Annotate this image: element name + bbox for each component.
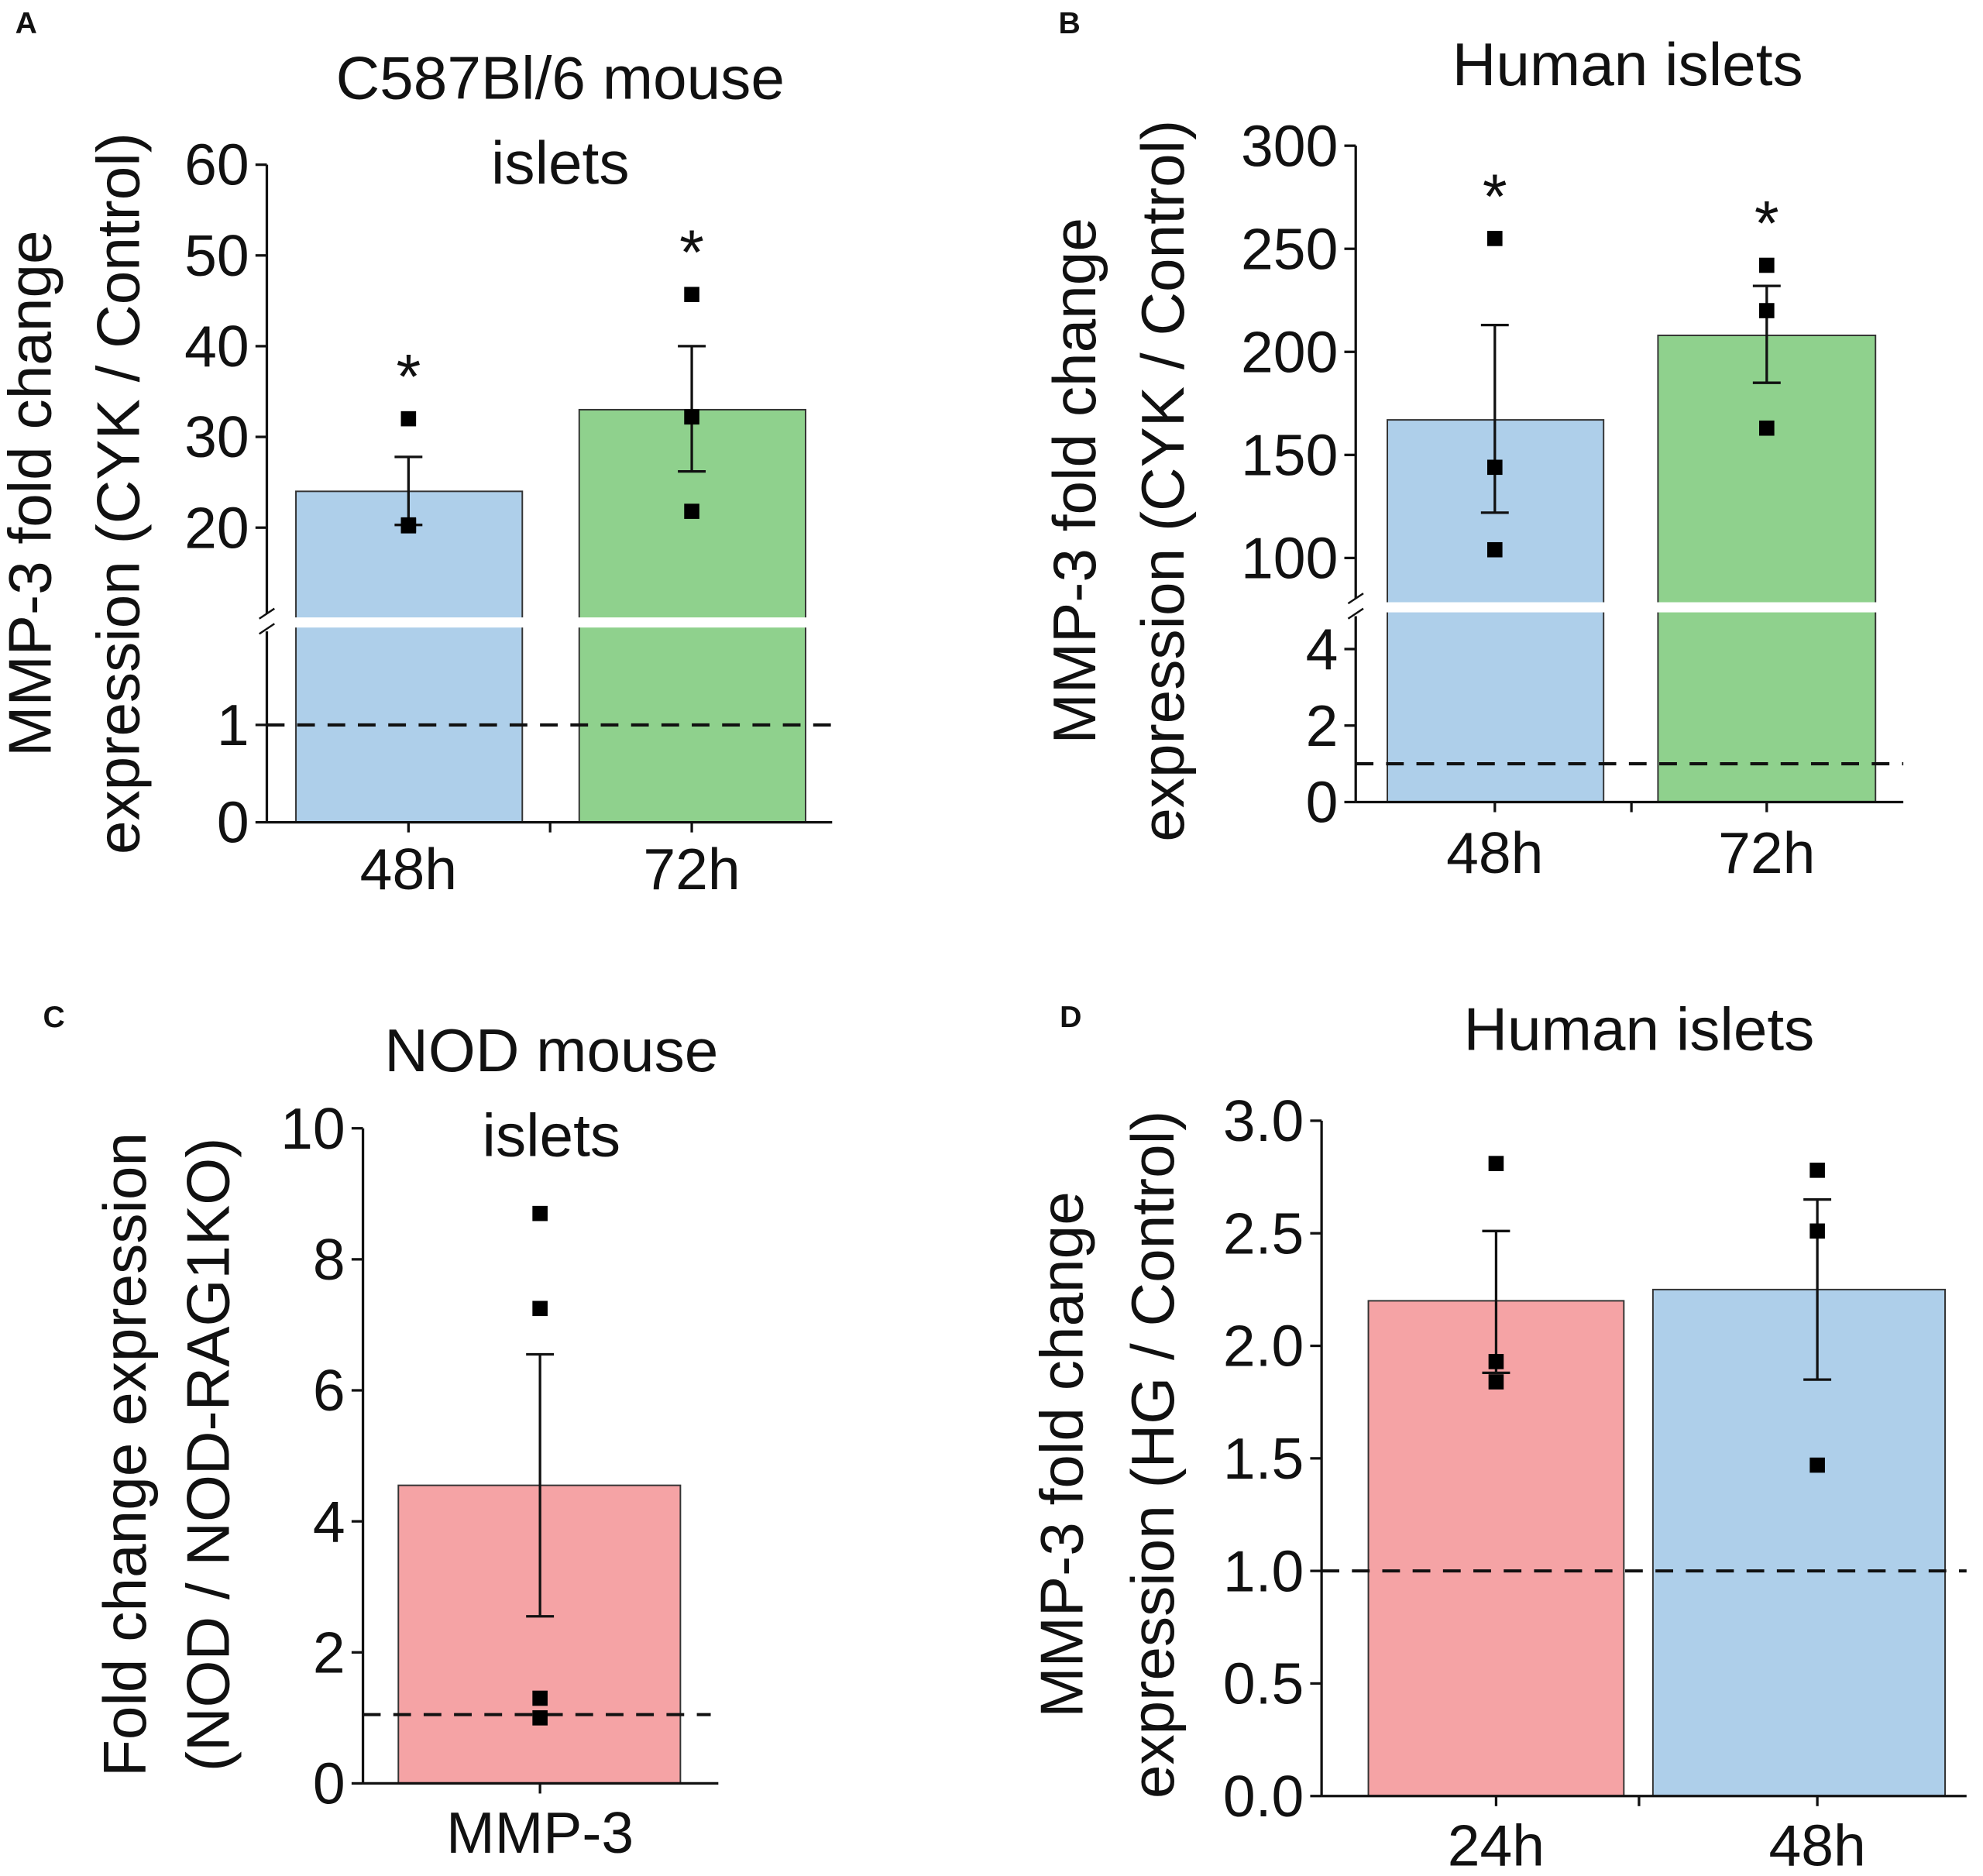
y-tick-label: 60 — [184, 132, 249, 198]
data-point — [684, 503, 699, 519]
data-point — [532, 1205, 548, 1221]
y-tick-label: 0 — [217, 790, 249, 855]
data-point — [1759, 303, 1775, 318]
y-tick-label: 1.5 — [1223, 1426, 1304, 1491]
panel-label-c: C — [43, 1001, 65, 1034]
panel-b: * * 0 2 4 100 150 200 250 300 48h 72h Human islets MM… — [1040, 30, 1906, 885]
y-tick-label: 300 — [1241, 113, 1338, 178]
y-axis-label: (NOD / NOD-RAG1KO) — [174, 1138, 242, 1771]
data-point — [1487, 231, 1503, 246]
y-tick-label: 0 — [313, 1751, 345, 1816]
data-point — [532, 1300, 548, 1317]
data-point — [1488, 1374, 1504, 1390]
bar-72h — [1657, 334, 1877, 803]
data-point — [684, 287, 699, 302]
significance-marker: * — [679, 218, 704, 288]
y-tick-label: 150 — [1241, 422, 1338, 487]
bar-48h — [295, 490, 524, 823]
panel-a: * * 0 1 20 30 40 50 60 48h 72h C587Bl/6 mouse islets… — [0, 44, 843, 902]
y-tick-label: 30 — [184, 404, 249, 469]
y-tick-label: 20 — [184, 495, 249, 560]
significance-marker: * — [1754, 188, 1779, 259]
y-tick-label: 50 — [184, 223, 249, 288]
y-tick-label: 4 — [313, 1489, 345, 1554]
y-tick-label: 8 — [313, 1227, 345, 1292]
chart-title: NOD mouse — [384, 1016, 718, 1084]
x-tick-label: 72h — [1718, 820, 1815, 885]
chart-title: Human islets — [1463, 995, 1814, 1063]
axis-break-gap — [1358, 602, 1906, 613]
panel-d: 0.0 0.5 1.0 1.5 2.0 2.5 3.0 24h 48h Human islets M… — [1028, 995, 1967, 1876]
axis-break-gap — [269, 617, 835, 628]
data-point — [1809, 1223, 1825, 1239]
y-tick-label: 0.0 — [1223, 1764, 1304, 1829]
y-tick-label: 250 — [1241, 216, 1338, 281]
data-point — [1488, 1354, 1504, 1369]
data-point — [1487, 459, 1503, 476]
y-tick-label: 1.0 — [1223, 1538, 1304, 1603]
y-tick-label: 2 — [1306, 693, 1339, 758]
y-axis-label: MMP-3 fold change — [1040, 218, 1108, 744]
data-point — [400, 411, 417, 427]
data-point — [1809, 1457, 1825, 1473]
panel-label-a: A — [15, 7, 37, 40]
data-point — [684, 409, 699, 425]
panel-label-b: B — [1059, 7, 1081, 40]
data-point — [400, 518, 417, 534]
data-point — [1488, 1156, 1504, 1171]
bar-72h — [578, 408, 806, 823]
axis-break-mark — [259, 623, 275, 635]
data-point — [532, 1690, 548, 1706]
y-axis-label: MMP-3 fold change — [1028, 1191, 1096, 1717]
axis-break-mark — [1347, 593, 1364, 605]
x-tick-label: 48h — [360, 837, 457, 902]
y-tick-label: 6 — [313, 1358, 345, 1423]
chart-title: islets — [483, 1101, 621, 1170]
panel-label-d: D — [1060, 1001, 1081, 1034]
axis-break-mark — [1347, 607, 1364, 620]
y-tick-label: 1 — [217, 692, 249, 758]
y-axis-label: Fold change expression — [91, 1132, 159, 1777]
axis-break-mark — [259, 607, 275, 620]
y-tick-label: 2.0 — [1223, 1314, 1304, 1379]
chart-title: Human islets — [1452, 30, 1803, 98]
x-tick-label: 48h — [1446, 820, 1543, 885]
data-point — [1759, 420, 1775, 436]
chart-title: islets — [491, 129, 630, 197]
x-tick-label: 72h — [643, 837, 740, 902]
data-point — [1809, 1163, 1825, 1178]
y-tick-label: 4 — [1306, 617, 1339, 682]
y-axis-label: expression (HG / Control) — [1119, 1111, 1187, 1799]
x-tick-label: 24h — [1448, 1813, 1545, 1876]
x-tick-label: MMP-3 — [446, 1800, 634, 1865]
y-tick-label: 0.5 — [1223, 1651, 1304, 1716]
data-point — [1487, 541, 1503, 558]
bar-48h — [1651, 1288, 1946, 1797]
y-axis-label: expression (CYK / Control) — [84, 132, 153, 854]
x-tick-label: 48h — [1768, 1813, 1865, 1876]
y-tick-label: 2 — [313, 1620, 345, 1685]
data-point — [1759, 257, 1775, 273]
panel-c: 0 2 4 6 8 10 MMP-3 NOD mouse islets Fold change e… — [91, 1016, 719, 1865]
y-tick-label: 200 — [1241, 319, 1338, 384]
y-tick-label: 10 — [280, 1096, 345, 1161]
y-tick-label: 100 — [1241, 526, 1338, 591]
y-tick-label: 2.5 — [1223, 1201, 1304, 1266]
y-axis-label: MMP-3 fold change — [0, 230, 64, 756]
y-tick-label: 0 — [1306, 770, 1339, 835]
chart-title: C587Bl/6 mouse — [336, 44, 785, 112]
y-axis-label: expression (CYK / Control) — [1129, 120, 1197, 842]
y-tick-label: 40 — [184, 314, 249, 379]
significance-marker: * — [396, 342, 421, 413]
significance-marker: * — [1483, 162, 1507, 232]
y-tick-label: 3.0 — [1223, 1088, 1304, 1153]
data-point — [532, 1710, 548, 1726]
